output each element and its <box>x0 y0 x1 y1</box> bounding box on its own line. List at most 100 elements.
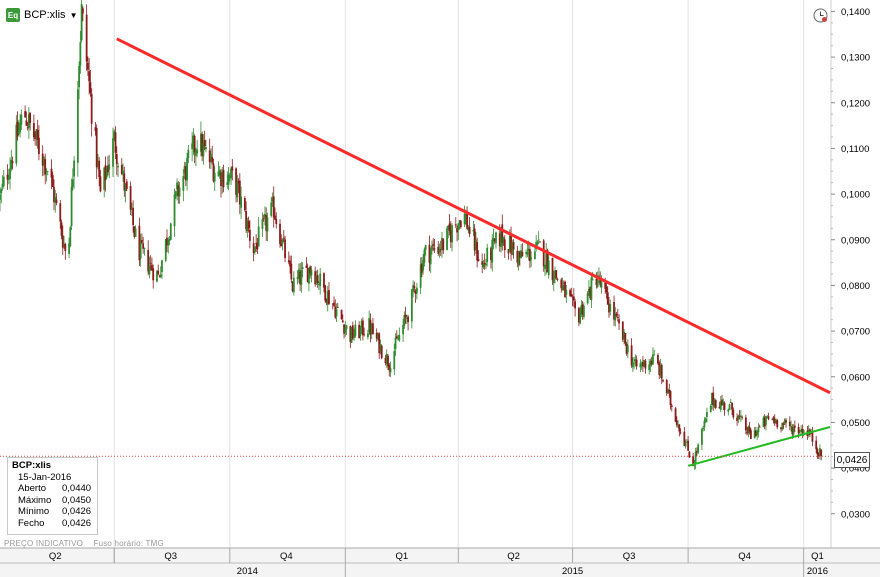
candle-up <box>653 354 656 356</box>
candle-down <box>95 128 98 168</box>
candle-up <box>520 250 523 259</box>
candle-up <box>579 312 582 324</box>
candle-down <box>140 240 143 243</box>
candle-up <box>424 245 427 250</box>
candle-down <box>89 82 92 93</box>
candle-down <box>238 180 241 205</box>
candle-up <box>482 263 485 268</box>
candle-down <box>99 176 102 192</box>
candle-up <box>10 159 13 170</box>
candle-down <box>669 391 672 406</box>
info-row-close: Fecho 0,0426 <box>12 518 97 530</box>
candle-down <box>387 355 389 367</box>
candle-down <box>782 423 785 425</box>
candle-up <box>530 257 533 260</box>
candle-up <box>511 242 514 255</box>
candle-up <box>353 335 355 338</box>
info-row-open: Aberto 0,0440 <box>12 483 97 495</box>
candle-up <box>359 327 362 337</box>
candle-down <box>380 345 383 359</box>
chart-header: Eq BCP:xlis ▼ <box>6 6 77 24</box>
candle-down <box>245 211 248 230</box>
candle-up <box>46 170 49 172</box>
candle-down <box>316 275 319 284</box>
candle-down <box>658 362 661 375</box>
candle-up <box>15 124 18 164</box>
candle-down <box>466 213 469 229</box>
candle-up <box>652 354 654 365</box>
candle-down <box>820 449 823 457</box>
candle-up <box>709 406 712 413</box>
candle-down <box>274 215 276 220</box>
y-tick-label: 0,1100 <box>841 144 869 155</box>
candle-up <box>802 430 805 436</box>
candle-down <box>193 135 196 153</box>
candle-up <box>367 333 369 338</box>
candle-down <box>635 359 638 367</box>
info-label: Fecho <box>18 517 45 529</box>
triangle-down-icon[interactable]: ▼ <box>69 10 78 20</box>
candle-up <box>0 189 3 194</box>
candle-down <box>334 306 337 318</box>
candle-down <box>473 228 476 251</box>
candle-down <box>372 323 374 335</box>
candle-up <box>292 277 295 293</box>
candle-down <box>616 317 619 318</box>
candle-down <box>211 157 214 163</box>
resistance-trendline <box>116 37 831 395</box>
candle-down <box>555 270 558 279</box>
candle-up <box>561 285 564 291</box>
candle-down <box>518 251 521 258</box>
candle-up <box>174 191 177 197</box>
ticker-label[interactable]: BCP:xlis <box>24 9 66 21</box>
candle-down <box>60 222 63 236</box>
candle-down <box>314 271 317 285</box>
candle-up <box>446 228 448 251</box>
candle-up <box>422 260 425 271</box>
candle-down <box>744 417 747 431</box>
clock-icon[interactable] <box>813 8 828 23</box>
candle-down <box>625 343 628 354</box>
candle-down <box>670 405 673 407</box>
candle-up <box>626 345 629 353</box>
candle-up <box>194 149 197 156</box>
candle-down <box>282 237 285 239</box>
candle-down <box>763 417 766 427</box>
candle-up <box>168 239 171 242</box>
candle-up <box>423 249 426 263</box>
candle-up <box>495 232 497 244</box>
candle-down <box>151 264 153 271</box>
candle-down <box>138 225 141 261</box>
candle-down <box>797 426 800 434</box>
candle-up <box>1 183 4 187</box>
x-year-label: 2015 <box>562 566 583 577</box>
candle-down <box>493 238 496 242</box>
y-tick-label: 0,0600 <box>841 372 870 383</box>
candle-down <box>407 316 409 323</box>
candle-up <box>790 425 792 427</box>
candle-down <box>324 285 327 301</box>
info-row-high: Máximo 0,0450 <box>12 495 97 507</box>
info-value: 0,0440 <box>62 483 92 494</box>
candle-down <box>33 123 35 138</box>
candle-up <box>582 305 585 317</box>
y-tick-label: 0,0700 <box>841 327 870 338</box>
candle-down <box>662 380 664 382</box>
candle-down <box>815 440 818 450</box>
candle-up <box>326 291 329 305</box>
candle-down <box>675 420 678 425</box>
y-tick-label: 0,0400 <box>841 464 870 475</box>
candle-down <box>256 242 259 250</box>
candle-down <box>604 282 607 289</box>
candle-up <box>457 223 460 231</box>
candle-up <box>623 331 625 339</box>
candle-up <box>205 147 207 150</box>
candle-down <box>758 426 761 428</box>
info-label: Mínimo <box>18 506 50 517</box>
candle-up <box>27 114 30 128</box>
candle-down <box>605 286 608 293</box>
candle-down <box>86 62 89 70</box>
candle-up <box>196 149 199 154</box>
candle-down <box>442 239 445 251</box>
